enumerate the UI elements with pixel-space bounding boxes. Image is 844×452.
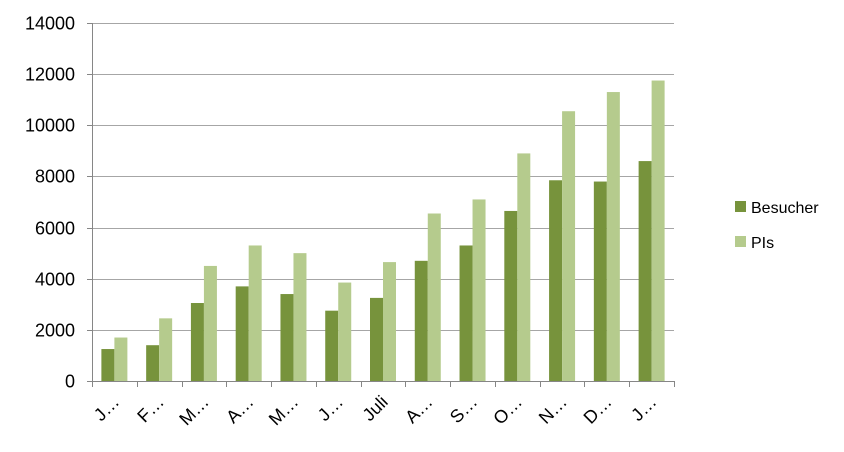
bar-besucher [325,310,339,381]
bar-pis [248,245,262,381]
x-tick-label: A… [222,392,257,427]
bar-pis [606,92,620,382]
x-tick-label: S… [446,392,481,427]
y-tick-label: 6000 [35,219,75,239]
bar-pis [203,265,217,381]
bar-besucher [280,294,294,381]
x-tick-label: J… [314,392,347,425]
axes [87,23,675,387]
bar-pis [427,213,441,381]
bar-besucher [549,180,563,381]
y-tick-label: 12000 [25,65,75,85]
x-tick-label: J… [627,392,660,425]
bar-besucher [190,303,204,381]
y-tick-label: 8000 [35,167,75,187]
bar-besucher [370,297,383,381]
bar-pis [517,153,531,381]
x-tick-label: N… [535,392,571,428]
y-tick-label: 4000 [35,270,75,290]
legend-label-pis: PIs [751,235,774,252]
x-tick-label: D… [580,392,616,428]
bar-besucher [235,286,249,381]
x-tick-label: M… [265,392,302,429]
bar-pis [472,199,486,381]
legend-swatch-pis [735,236,746,247]
bar-pis [651,80,665,382]
bar-besucher [101,349,115,381]
bar-pis [159,318,173,381]
x-tick-label: M… [175,392,212,429]
bar-besucher [504,210,518,381]
bar-pis [383,262,396,381]
y-tick-label: 10000 [25,116,75,136]
legend-swatch-besucher [735,201,746,212]
x-tick-label: A… [401,392,436,427]
bar-pis [562,111,576,381]
bar-pis [338,282,352,381]
bar-besucher [638,161,652,381]
y-tick-label: 2000 [35,321,75,341]
bar-besucher [414,260,428,381]
bars [101,80,665,382]
bar-besucher [459,245,473,381]
legend: Besucher PIs [735,200,819,252]
x-tick-label: O… [489,392,526,429]
y-tick-label: 14000 [25,14,75,34]
bar-besucher [146,345,160,381]
x-tick-label: Juli [359,392,392,425]
bar-besucher [593,181,607,381]
y-tick-labels: 0 2000 4000 6000 8000 10000 12000 14000 [25,14,75,392]
x-tick-labels: J… F… M… A… M… J… Juli A… S… O… N… D… J… [90,392,660,429]
x-tick-label: F… [133,392,168,427]
bar-pis [293,253,307,381]
gridlines [92,23,674,331]
y-tick-label: 0 [65,372,75,392]
x-tick-label: J… [90,392,123,425]
bar-pis [114,337,128,381]
legend-label-besucher: Besucher [751,200,819,217]
